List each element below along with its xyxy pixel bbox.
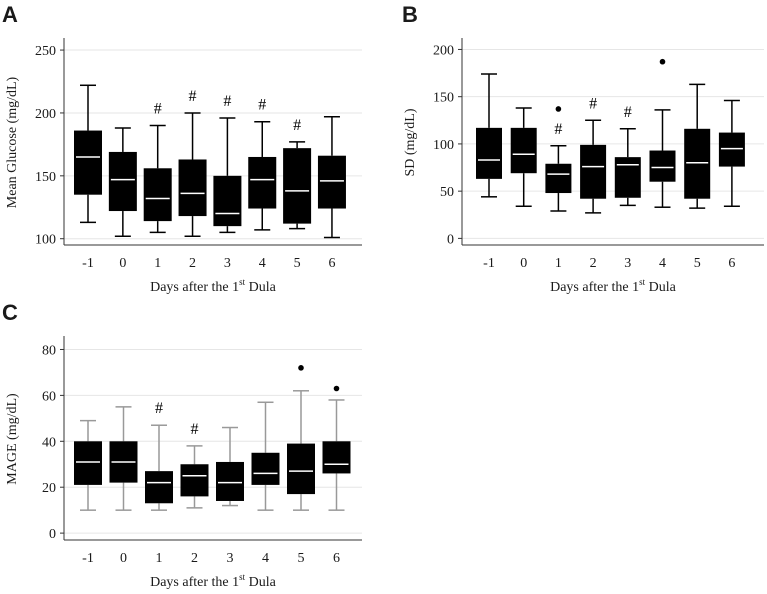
x-tick-label: 4 xyxy=(262,551,269,566)
x-tick-label: 5 xyxy=(294,256,301,271)
significance-marker: # xyxy=(155,400,163,417)
box-iqr xyxy=(322,441,351,474)
x-tick-label: 6 xyxy=(328,256,335,271)
x-tick-label: 4 xyxy=(659,256,666,271)
box-iqr xyxy=(545,163,572,194)
significance-marker: # xyxy=(554,121,562,138)
box-iqr xyxy=(74,441,102,485)
y-tick-label: 250 xyxy=(35,44,56,59)
significance-marker: # xyxy=(589,95,597,112)
outlier-point xyxy=(298,365,304,371)
x-tick-label: -1 xyxy=(483,256,495,271)
box-iqr xyxy=(216,461,244,501)
x-tick-label: 4 xyxy=(259,256,266,271)
x-tick-label: 3 xyxy=(224,256,231,271)
box-iqr xyxy=(143,168,172,222)
box-iqr xyxy=(718,132,745,167)
y-tick-label: 20 xyxy=(42,481,56,496)
box-iqr xyxy=(510,127,537,174)
box-iqr xyxy=(287,443,315,495)
x-tick-label: -1 xyxy=(82,551,94,566)
y-tick-label: 0 xyxy=(49,527,56,542)
box-iqr xyxy=(178,159,207,217)
significance-marker: # xyxy=(624,104,632,121)
panel-letter: C xyxy=(2,300,18,325)
x-tick-label: -1 xyxy=(82,256,94,271)
y-tick-label: 100 xyxy=(35,233,56,248)
box-iqr xyxy=(213,175,242,227)
panel-a: A 100 150 200 250 -1 0 #1 #2 #3 #4 #5 6 Days after th… xyxy=(2,2,362,295)
box-iqr xyxy=(283,148,312,224)
panel-letter: A xyxy=(2,2,18,27)
x-tick-label: 2 xyxy=(189,256,196,271)
x-tick-label: 0 xyxy=(120,551,127,566)
significance-marker: # xyxy=(293,117,301,134)
x-tick-label: 5 xyxy=(694,256,701,271)
y-tick-label: 200 xyxy=(433,43,454,58)
x-tick-label: 1 xyxy=(154,256,161,271)
y-axis-label: Mean Glucose (mg/dL) xyxy=(5,76,20,208)
box-iqr xyxy=(74,130,102,195)
y-tick-label: 200 xyxy=(35,107,56,122)
panel-letter: B xyxy=(402,2,418,27)
y-tick-label: 150 xyxy=(35,170,56,185)
x-tick-label: 0 xyxy=(119,256,126,271)
x-tick-label: 2 xyxy=(191,551,198,566)
significance-marker: # xyxy=(154,101,162,118)
x-tick-label: 3 xyxy=(624,256,631,271)
y-tick-label: 50 xyxy=(440,185,454,200)
box-iqr xyxy=(649,150,676,182)
box-iqr xyxy=(684,128,711,199)
y-tick-label: 80 xyxy=(42,343,56,358)
x-tick-label: 2 xyxy=(590,256,597,271)
y-tick-label: 100 xyxy=(433,138,454,153)
panel-c: C 0 20 40 60 80 -1 0 #1 #2 3 4 5 6 Days after the 1st … xyxy=(2,300,362,590)
x-tick-label: 5 xyxy=(298,551,305,566)
y-axis-label: MAGE (mg/dL) xyxy=(5,393,20,485)
box-iqr xyxy=(580,144,607,199)
outlier-point xyxy=(659,58,666,65)
x-tick-label: 6 xyxy=(333,551,340,566)
box-iqr xyxy=(251,452,280,485)
outlier-point xyxy=(333,385,340,392)
x-axis-label: Days after the 1st Dula xyxy=(150,572,277,590)
x-tick-label: 6 xyxy=(728,256,735,271)
x-axis-label: Days after the 1st Dula xyxy=(150,277,277,295)
y-axis-label: SD (mg/dL) xyxy=(403,108,418,176)
box-iqr xyxy=(476,127,502,179)
x-axis-label: Days after the 1st Dula xyxy=(550,277,677,295)
significance-marker: # xyxy=(223,93,231,110)
x-tick-label: 1 xyxy=(156,551,163,566)
box-iqr xyxy=(108,151,137,212)
y-tick-label: 40 xyxy=(42,435,56,450)
y-tick-label: 0 xyxy=(447,232,454,247)
outlier-point xyxy=(555,106,562,112)
significance-marker: # xyxy=(191,421,199,438)
box-iqr xyxy=(180,464,209,497)
y-tick-label: 60 xyxy=(42,389,56,404)
x-tick-label: 3 xyxy=(227,551,234,566)
box-iqr xyxy=(145,471,173,504)
significance-marker: # xyxy=(189,88,197,105)
significance-marker: # xyxy=(258,97,266,114)
box-iqr xyxy=(317,155,346,209)
x-tick-label: 1 xyxy=(555,256,562,271)
panel-b: B 0 50 100 150 200 -1 0 #1 #2 #3 4 5 6 Days after the … xyxy=(402,2,764,295)
box-iqr xyxy=(248,156,277,209)
x-tick-label: 0 xyxy=(520,256,527,271)
y-tick-label: 150 xyxy=(433,91,454,106)
box-iqr xyxy=(614,157,641,198)
